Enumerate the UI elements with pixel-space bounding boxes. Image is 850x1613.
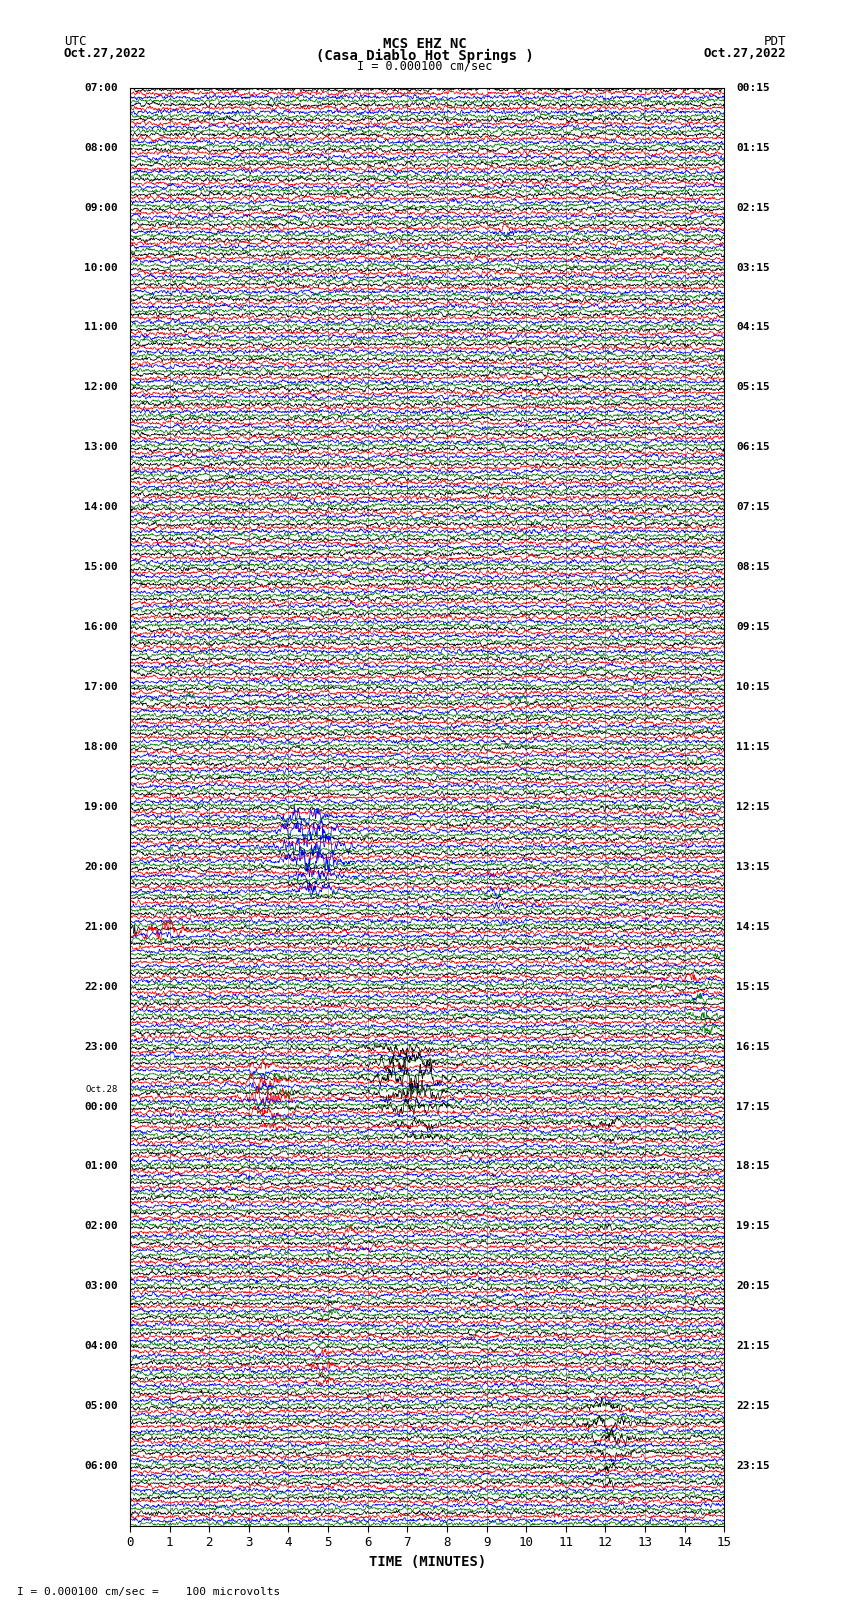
Text: 19:00: 19:00 (84, 802, 118, 811)
Text: 22:00: 22:00 (84, 982, 118, 992)
Text: 13:15: 13:15 (736, 861, 770, 871)
Text: 10:00: 10:00 (84, 263, 118, 273)
Text: 14:15: 14:15 (736, 921, 770, 932)
Text: 11:15: 11:15 (736, 742, 770, 752)
Text: Oct.27,2022: Oct.27,2022 (704, 47, 786, 60)
Text: 00:15: 00:15 (736, 82, 770, 92)
Text: 23:15: 23:15 (736, 1461, 770, 1471)
Text: 17:00: 17:00 (84, 682, 118, 692)
Text: 06:15: 06:15 (736, 442, 770, 452)
Text: 04:15: 04:15 (736, 323, 770, 332)
Text: 12:00: 12:00 (84, 382, 118, 392)
Text: 01:00: 01:00 (84, 1161, 118, 1171)
Text: I = 0.000100 cm/sec: I = 0.000100 cm/sec (357, 60, 493, 73)
Text: 18:00: 18:00 (84, 742, 118, 752)
Text: 11:00: 11:00 (84, 323, 118, 332)
Text: 10:15: 10:15 (736, 682, 770, 692)
Text: 08:00: 08:00 (84, 142, 118, 153)
Text: 15:15: 15:15 (736, 982, 770, 992)
Text: 03:00: 03:00 (84, 1281, 118, 1292)
Text: 01:15: 01:15 (736, 142, 770, 153)
Text: 18:15: 18:15 (736, 1161, 770, 1171)
Text: 09:00: 09:00 (84, 203, 118, 213)
Text: Oct.28: Oct.28 (86, 1086, 118, 1094)
Text: 02:00: 02:00 (84, 1221, 118, 1231)
Text: 02:15: 02:15 (736, 203, 770, 213)
Text: 13:00: 13:00 (84, 442, 118, 452)
Text: I = 0.000100 cm/sec =    100 microvolts: I = 0.000100 cm/sec = 100 microvolts (17, 1587, 280, 1597)
Text: Oct.27,2022: Oct.27,2022 (64, 47, 146, 60)
Text: 05:15: 05:15 (736, 382, 770, 392)
Text: MCS EHZ NC: MCS EHZ NC (383, 37, 467, 52)
Text: 08:15: 08:15 (736, 563, 770, 573)
Text: 16:00: 16:00 (84, 623, 118, 632)
Text: 07:00: 07:00 (84, 82, 118, 92)
Text: 06:00: 06:00 (84, 1461, 118, 1471)
Text: 17:15: 17:15 (736, 1102, 770, 1111)
Text: 21:15: 21:15 (736, 1342, 770, 1352)
Text: 04:00: 04:00 (84, 1342, 118, 1352)
Text: 15:00: 15:00 (84, 563, 118, 573)
Text: 00:00: 00:00 (84, 1102, 118, 1111)
Text: (Casa Diablo Hot Springs ): (Casa Diablo Hot Springs ) (316, 48, 534, 63)
X-axis label: TIME (MINUTES): TIME (MINUTES) (369, 1555, 485, 1569)
Text: 21:00: 21:00 (84, 921, 118, 932)
Text: 07:15: 07:15 (736, 502, 770, 513)
Text: 12:15: 12:15 (736, 802, 770, 811)
Text: 19:15: 19:15 (736, 1221, 770, 1231)
Text: 22:15: 22:15 (736, 1402, 770, 1411)
Text: 16:15: 16:15 (736, 1042, 770, 1052)
Text: 14:00: 14:00 (84, 502, 118, 513)
Text: PDT: PDT (764, 35, 786, 48)
Text: 20:15: 20:15 (736, 1281, 770, 1292)
Text: UTC: UTC (64, 35, 86, 48)
Text: 23:00: 23:00 (84, 1042, 118, 1052)
Text: 20:00: 20:00 (84, 861, 118, 871)
Text: 09:15: 09:15 (736, 623, 770, 632)
Text: 03:15: 03:15 (736, 263, 770, 273)
Text: 05:00: 05:00 (84, 1402, 118, 1411)
